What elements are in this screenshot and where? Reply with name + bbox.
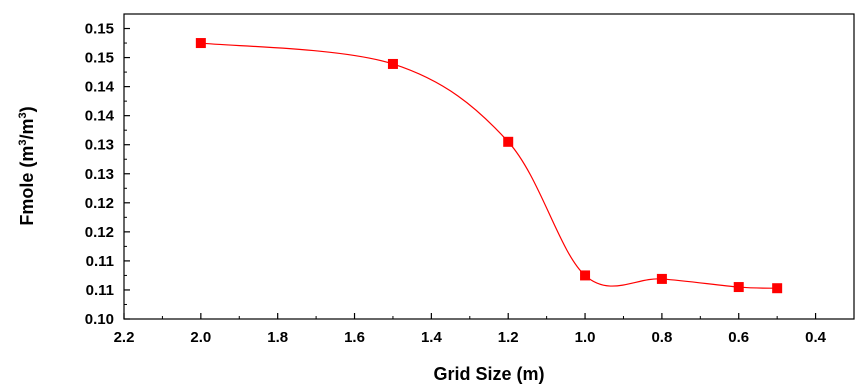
y-tick-label: 0.13 xyxy=(85,166,114,183)
y-tick-label: 0.10 xyxy=(85,311,114,328)
y-axis-title-sup1: 3 xyxy=(17,140,29,146)
x-tick-label: 0.6 xyxy=(728,329,749,346)
x-tick-label: 1.0 xyxy=(575,329,596,346)
plot-frame xyxy=(123,13,855,320)
y-axis-title-middle: /m xyxy=(17,118,37,139)
y-axis-title-suffix: ) xyxy=(17,106,37,112)
data-point-marker xyxy=(772,283,783,294)
y-axis-ticks: 0.10 0.11 0.11 0.12 0.12 0.13 0.13 0.14 0.14 0.15… xyxy=(85,21,130,328)
data-point-marker xyxy=(503,136,514,147)
data-point-marker xyxy=(580,270,591,281)
x-tick-label: 1.6 xyxy=(344,329,365,346)
y-axis-title: Fmole (m3/m3) xyxy=(17,106,37,225)
data-point-marker xyxy=(733,282,744,293)
x-axis-ticks: 2.2 2.0 1.8 1.6 1.4 1.2 1.0 0.8 0.6 0.4 xyxy=(114,313,827,346)
y-tick-label: 0.13 xyxy=(85,137,114,154)
y-tick-label: 0.15 xyxy=(85,50,114,67)
x-tick-label: 1.2 xyxy=(498,329,519,346)
y-tick-label: 0.11 xyxy=(86,253,114,270)
series-line xyxy=(200,42,778,289)
x-tick-label: 2.0 xyxy=(190,329,211,346)
y-tick-label: 0.14 xyxy=(85,108,115,125)
x-tick-label: 0.8 xyxy=(651,329,672,346)
y-axis-title-prefix: Fmole (m xyxy=(17,146,37,226)
x-axis-title: Grid Size (m) xyxy=(433,364,544,384)
x-tick-label: 0.4 xyxy=(805,329,827,346)
y-tick-label: 0.12 xyxy=(85,224,114,241)
x-tick-label: 1.8 xyxy=(267,329,288,346)
y-tick-label: 0.12 xyxy=(85,195,114,212)
y-tick-label: 0.14 xyxy=(85,79,115,96)
y-tick-label: 0.15 xyxy=(85,21,114,38)
x-tick-label: 2.2 xyxy=(114,329,135,346)
y-axis-title-sup2: 3 xyxy=(17,112,29,118)
y-tick-label: 0.11 xyxy=(86,282,114,299)
data-point-marker xyxy=(656,273,667,284)
data-point-marker xyxy=(387,58,398,69)
series-markers xyxy=(195,38,783,294)
data-point-marker xyxy=(195,38,206,49)
x-tick-label: 1.4 xyxy=(421,329,443,346)
plot-area xyxy=(124,14,854,319)
